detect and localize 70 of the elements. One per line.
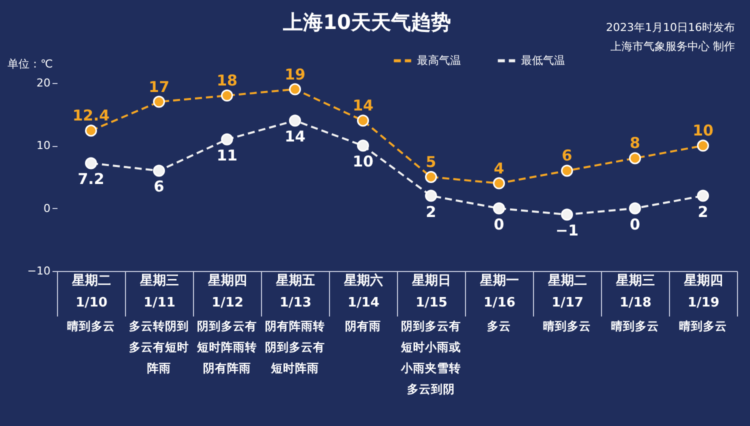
data-label: 4 [494,159,504,178]
point [357,114,369,127]
legend-label: 最高气温 [417,54,461,67]
data-label: 0 [630,215,640,234]
point [493,202,505,214]
point [561,208,573,221]
point [85,124,97,137]
point [153,96,165,108]
y-tick-label: 20 [36,76,50,90]
data-label: 2 [426,202,436,221]
data-label: 7.2 [78,170,104,188]
x-tick-label: 星期三 1/18 [615,274,655,310]
point [697,140,709,152]
data-label: −1 [555,222,579,240]
text: 晴到多云 [543,319,591,333]
data-label: 10 [352,152,374,171]
point [493,177,505,190]
text: 多云转阴到多云有短时阵雨 [129,319,189,375]
data-label: 6 [562,146,572,165]
y-tick-label: 10 [36,139,50,152]
text: 晴到多云 [679,319,727,333]
data-label: 0 [494,215,504,234]
y-axis-title: 单位：℃ [8,58,53,70]
text: 上海市气象服务中心 制作 [610,40,735,53]
x-tick-label: 星期二 1/17 [547,274,587,310]
point [629,152,641,164]
data-label: 11 [216,146,238,164]
data-label: 2 [698,202,708,221]
x-tick-label: 星期六 1/14 [343,272,383,310]
chart-title: 上海10天天气趋势 [282,10,451,34]
point [561,164,573,177]
text: 晴到多云 [611,319,659,333]
text: 阴有雨 [345,319,381,333]
data-label: 17 [148,78,170,96]
x-tick-label: 星期四 1/19 [683,274,723,310]
data-label: 19 [284,65,306,84]
y-tick-label: −10 [27,264,50,278]
x-tick-label: 星期日 1/15 [411,274,451,310]
text: 阴到多云有短时阵雨转阴有阵雨 [196,319,257,375]
text: 阴到多云有短时小雨或小雨夹雪转多云到阴 [400,319,461,396]
data-label: 8 [630,134,640,152]
text: 多云 [487,319,511,333]
legend-label: 最低气温 [521,54,565,67]
point [289,83,301,96]
point [221,133,233,146]
text: 晴到多云 [67,319,115,333]
text: 2023年1月10日16时发布 [606,21,735,34]
data-label: 18 [216,72,238,90]
point [153,164,165,177]
data-label: 5 [426,153,436,171]
y-tick-label: 0 [44,202,50,215]
point [425,171,437,183]
point [289,114,301,127]
point [629,202,641,214]
x-tick-label: 星期四 1/12 [207,274,247,310]
point [425,190,437,202]
x-tick-label: 星期五 1/13 [275,274,315,310]
x-tick-label: 星期一 1/16 [479,274,519,310]
point [357,140,369,152]
data-label: 6 [154,178,164,196]
data-label: 14 [284,128,306,146]
point [697,190,709,202]
data-label: 10 [692,122,714,140]
data-label: 12.4 [72,106,110,125]
point [221,90,233,102]
data-label: 14 [352,96,374,115]
point [85,157,97,170]
text: 阴有阵雨转阴到多云有短时阵雨 [265,319,325,375]
x-tick-label: 星期三 1/11 [139,274,179,310]
x-tick-label: 星期二 1/10 [71,274,111,310]
